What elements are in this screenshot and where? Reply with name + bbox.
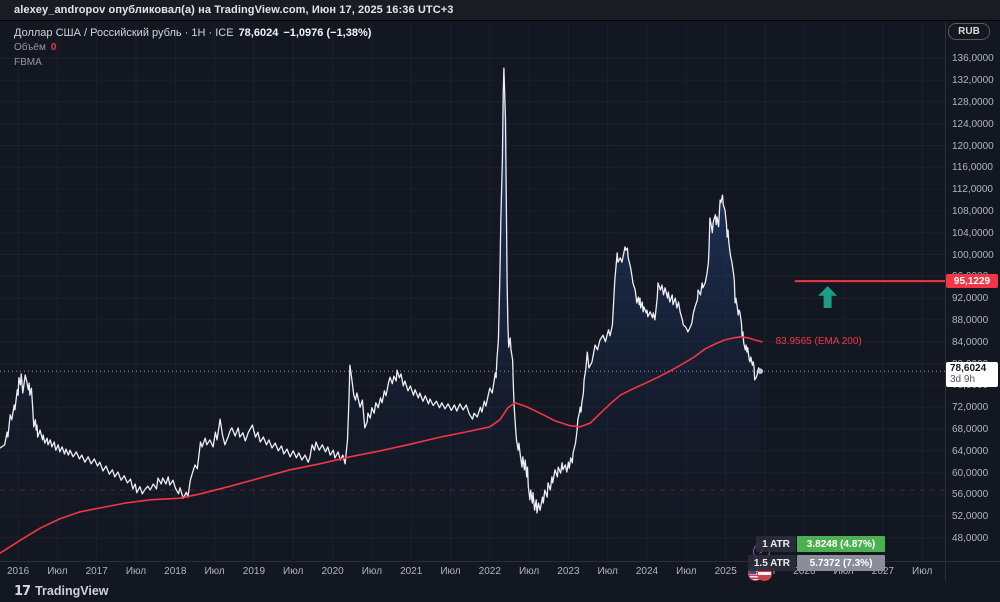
time-tick-label: Июл — [597, 566, 618, 577]
time-tick-label: 2022 — [478, 566, 501, 577]
atr-label: 1 ATR — [756, 536, 796, 552]
time-tick-label: Июл — [518, 566, 540, 577]
atr-value: 5.7372 (7.3%) — [797, 555, 885, 571]
price-tick-label: 132,0000 — [952, 75, 994, 87]
price-tick-label: 104,0000 — [952, 227, 994, 239]
publish-info-text: alexey_andropov опубликовал(а) на Tradin… — [14, 4, 454, 16]
price-tick-label: 84,0000 — [952, 336, 989, 348]
legend-indicator-row[interactable]: FBMA — [14, 55, 371, 70]
footer-brand: 17 TradingView — [14, 581, 109, 601]
price-tick-label: 112,0000 — [952, 184, 993, 196]
price-tick-label: 136,0000 — [952, 53, 994, 65]
time-tick-label: Июл — [47, 566, 68, 577]
ema-value-label: 83.9565 (EMA 200) — [775, 336, 862, 347]
time-tick-label: 2019 — [242, 566, 266, 577]
atr-info-panel: 1 ATR 3.8248 (4.87%) 1.5 ATR 5.7372 (7.3%) — [747, 536, 885, 571]
time-tick-label: 2023 — [557, 566, 580, 577]
time-tick-label: Июл — [361, 566, 383, 577]
price-tick-label: 68,0000 — [952, 424, 989, 435]
level-price-axis-label: 95,1229 — [946, 274, 998, 289]
price-axis[interactable]: 48,0000 52,0000 56,0000 60,0000 64,0000 68,00… — [946, 22, 1000, 561]
tradingview-logo-icon[interactable]: 17 — [14, 583, 31, 599]
time-tick-label: Июл — [204, 566, 225, 577]
bar-countdown-text: 3d 9h — [950, 374, 976, 386]
time-tick-label: 2021 — [400, 566, 423, 577]
time-tick-label: 2018 — [164, 566, 187, 577]
legend-volume-row[interactable]: Объём 0 — [14, 40, 371, 55]
price-chart-canvas[interactable] — [0, 22, 945, 561]
time-tick-label: 2027 — [871, 566, 895, 577]
price-tick-label: 64,0000 — [952, 445, 989, 457]
currency-toggle-button[interactable]: RUB — [948, 23, 990, 40]
time-tick-label: 2016 — [6, 566, 30, 577]
price-tick-label: 72,0000 — [952, 402, 989, 414]
time-tick-label: Июл — [833, 566, 854, 577]
time-tick-label: 2024 — [635, 566, 659, 577]
atr-value: 3.8248 (4.87%) — [797, 536, 885, 552]
volume-value: 0 — [50, 42, 57, 53]
atr-label: 1.5 ATR — [747, 555, 796, 571]
time-tick-label: Июл — [912, 566, 933, 577]
price-tick-label: 124,0000 — [952, 118, 994, 130]
time-tick-label: 2025 — [714, 566, 737, 577]
price-tick-label: 116,0000 — [952, 162, 993, 174]
current-price-text: 78,6024 — [950, 363, 987, 375]
time-tick-label: Июл — [676, 566, 697, 577]
price-tick-label: 120,0000 — [952, 140, 994, 152]
publish-info-bar: alexey_andropov опубликовал(а) на Tradin… — [0, 0, 1000, 21]
chart-legend: Доллар США / Российский рубль · 1H · ICE… — [14, 25, 371, 70]
time-axis[interactable]: 2016 Июл 2017 Июл 2018 Июл 2019 Июл 2020 Июл 2021 И… — [0, 561, 1000, 580]
chart-plot-area[interactable]: Доллар США / Российский рубль · 1H · ICE… — [0, 22, 945, 581]
time-tick-label: 2017 — [85, 566, 108, 577]
current-price-axis-label: 78,6024 3d 9h — [946, 362, 998, 388]
legend-symbol-row[interactable]: Доллар США / Российский рубль · 1H · ICE… — [14, 25, 371, 40]
last-price-value: 78,6024 — [238, 26, 279, 39]
price-tick-label: 108,0000 — [952, 205, 994, 217]
atr-row: 1 ATR 3.8248 (4.87%) — [748, 536, 885, 552]
price-tick-label: 60,0000 — [952, 467, 989, 479]
price-tick-label: 52,0000 — [952, 511, 989, 523]
time-tick-label: 2020 — [321, 566, 344, 577]
volume-label: Объём — [14, 42, 46, 53]
tradingview-brand-text[interactable]: TradingView — [35, 584, 109, 598]
time-tick-label: 2026 — [793, 566, 816, 577]
symbol-title: Доллар США / Российский рубль · 1H · ICE — [14, 26, 234, 39]
price-tick-label: 48,0000 — [952, 533, 989, 544]
price-tick-label: 56,0000 — [952, 489, 989, 501]
price-change-value: −1,0976 (−1,38%) — [283, 26, 372, 39]
axis-separator-line — [945, 22, 946, 581]
price-tick-label: 128,0000 — [952, 96, 994, 108]
time-tick-label: Июл — [283, 566, 304, 577]
atr-row: 1.5 ATR 5.7372 (7.3%) — [747, 555, 885, 571]
time-tick-label: Июл — [125, 566, 147, 577]
price-tick-label: 92,0000 — [952, 293, 989, 305]
price-tick-label: 88,0000 — [952, 314, 989, 326]
indicator-label: FBMA — [14, 57, 42, 68]
time-tick-label: Июл — [440, 566, 461, 577]
price-tick-label: 100,0000 — [952, 249, 994, 261]
